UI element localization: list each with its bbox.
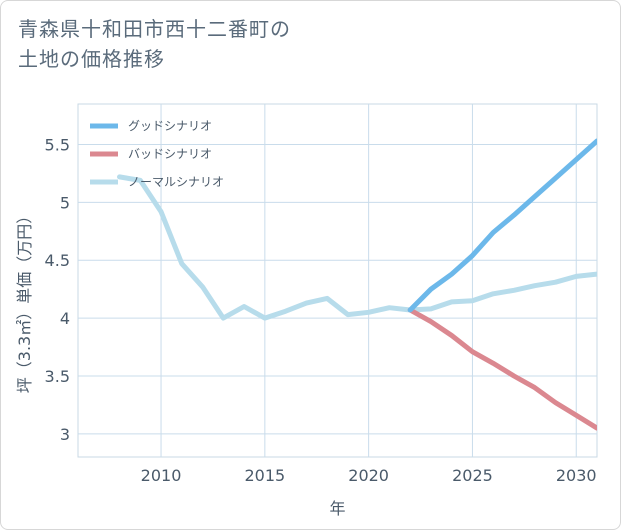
x-tick-label: 2015 [244,466,285,485]
series-line-0 [407,138,597,313]
chart-title-line-2: 土地の価格推移 [18,47,165,71]
x-tick-label: 2030 [556,466,597,485]
x-tick-label: 2020 [348,466,389,485]
series-line-2 [117,174,597,321]
legend-label-2: ノーマルシナリオ [128,175,224,189]
y-tick-label: 4 [60,309,70,328]
legend-label-1: バッドシナリオ [128,147,212,161]
y-axis-title: 坪（3.3㎡）単価（万円） [15,208,34,393]
chart-title: 青森県十和田市西十二番町の 土地の価格推移 [18,14,418,74]
x-axis-title: 年 [329,499,345,518]
x-tick-label: 2010 [141,466,182,485]
y-tick-label: 3.5 [45,367,70,386]
plot-area [77,103,598,458]
x-tick-label: 2025 [452,466,493,485]
y-tick-label: 5.5 [45,136,70,155]
series-line-1 [407,307,597,431]
legend-label-0: グッドシナリオ [128,119,212,133]
y-tick-label: 3 [60,425,70,444]
y-tick-label: 5 [60,193,70,212]
chart-title-line-1: 青森県十和田市西十二番町の [18,17,291,41]
y-tick-label: 4.5 [45,251,70,270]
